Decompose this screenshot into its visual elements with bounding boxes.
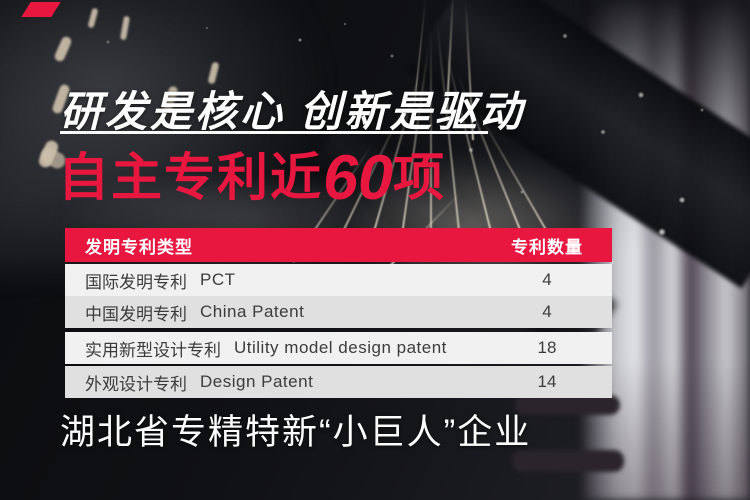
table-row: 国际发明专利 PCT 4 <box>65 264 612 296</box>
footer-slogan: 湖北省专精特新“小巨人”企业 <box>60 413 532 452</box>
row-value: 4 <box>542 270 552 289</box>
row-label-en: PCT <box>200 270 236 289</box>
row-value: 14 <box>537 372 557 391</box>
patent-table-header: 发明专利类型 专利数量 <box>65 228 612 262</box>
patent-table: 发明专利类型 专利数量 国际发明专利 PCT 4 中国发明专利 China Pa… <box>65 228 612 398</box>
row-label-zh: 中国发明专利 <box>85 304 187 324</box>
corner-accent <box>21 2 61 17</box>
row-label-en: Design Patent <box>200 372 314 391</box>
row-label-zh: 国际发明专利 <box>85 272 187 292</box>
table-row: 中国发明专利 China Patent 4 <box>65 296 612 328</box>
row-value: 4 <box>542 302 552 321</box>
table-row: 实用新型设计专利 Utility model design patent 18 <box>65 332 612 364</box>
patent-count-headline: 自主专利近60项 <box>58 147 447 210</box>
title-underline <box>60 131 488 134</box>
row-label-en: China Patent <box>200 302 305 321</box>
hero-title: 研发是核心 创新是驱动 <box>60 88 525 135</box>
patent-count-number: 60 <box>323 143 394 213</box>
table-row: 外观设计专利 Design Patent 14 <box>65 366 612 398</box>
row-label-zh: 实用新型设计专利 <box>85 340 221 360</box>
row-label-zh: 外观设计专利 <box>85 374 187 394</box>
row-value: 18 <box>537 338 557 357</box>
header-count-label: 专利数量 <box>511 237 583 257</box>
row-label-en: Utility model design patent <box>234 338 447 357</box>
patent-count-suffix: 项 <box>393 149 447 206</box>
header-type-label: 发明专利类型 <box>85 237 193 257</box>
patent-count-prefix: 自主专利近 <box>58 149 324 206</box>
